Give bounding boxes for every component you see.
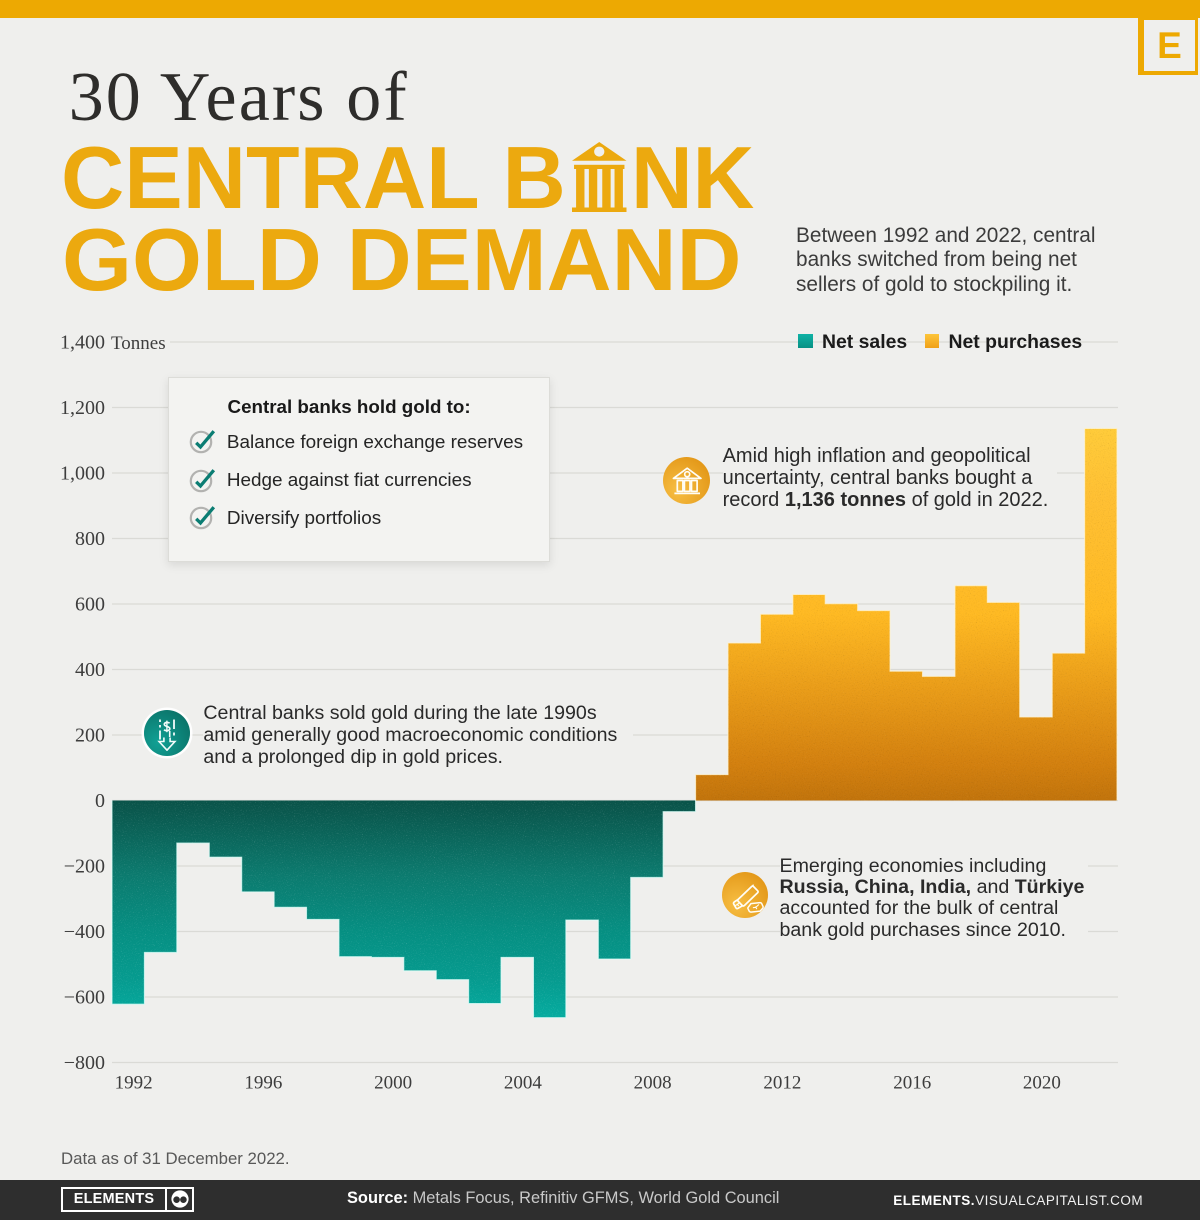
- svg-text:1,200: 1,200: [60, 397, 105, 419]
- svg-text:2000: 2000: [374, 1072, 412, 1093]
- svg-text:−800: −800: [64, 1052, 105, 1074]
- svg-text:1,000: 1,000: [60, 463, 105, 485]
- svg-text:1992: 1992: [115, 1072, 153, 1093]
- svg-text:2016: 2016: [893, 1072, 931, 1093]
- svg-text:2020: 2020: [1023, 1072, 1061, 1093]
- svg-text:2012: 2012: [763, 1072, 801, 1093]
- svg-text:Tonnes: Tonnes: [111, 333, 166, 354]
- svg-text:−600: −600: [64, 987, 105, 1009]
- svg-text:−200: −200: [64, 856, 105, 878]
- svg-text:800: 800: [75, 528, 105, 550]
- svg-text:1996: 1996: [244, 1072, 282, 1093]
- svg-text:0: 0: [95, 790, 105, 812]
- svg-text:600: 600: [75, 594, 105, 616]
- svg-text:200: 200: [75, 725, 105, 747]
- svg-text:2008: 2008: [634, 1072, 672, 1093]
- svg-text:−400: −400: [64, 921, 105, 943]
- svg-text:2004: 2004: [504, 1072, 543, 1093]
- svg-text:400: 400: [75, 659, 105, 681]
- svg-text:1,400: 1,400: [60, 332, 105, 354]
